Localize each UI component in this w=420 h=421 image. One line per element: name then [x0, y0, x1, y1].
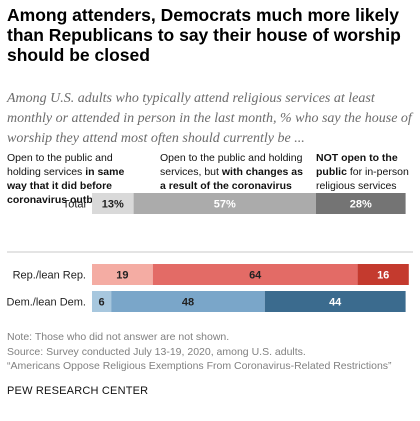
data-label-total-0: 13%: [102, 199, 124, 211]
bar-segment-total-2: [316, 193, 406, 214]
note-text: Note: Those who did not answer are not s…: [7, 331, 230, 343]
category-header-not-open: NOT open to the public for in-person rel…: [316, 152, 409, 192]
category-header-same-way: Open to the public and holding services …: [7, 152, 125, 206]
data-label-rep-lean-rep-1: 64: [249, 270, 262, 282]
stacked-bar-chart: Total 13% 57% 28% Rep./lean Rep. 19 64 16 Dem./l…: [7, 193, 413, 312]
source-text: Source: Survey conducted July 13-19, 202…: [7, 345, 306, 358]
data-label-rep-lean-rep-2: 16: [377, 270, 389, 282]
category-header-with-changes: Open to the public and holding services,…: [160, 152, 303, 206]
bar-segment-rep-lean-rep-1: [152, 264, 358, 285]
data-label-total-2: 28%: [350, 199, 372, 211]
chart-subtitle: Among U.S. adults who typically attend r…: [7, 91, 412, 146]
bar-segment-total-0: [92, 193, 134, 214]
data-label-dem-lean-dem-1: 48: [182, 297, 194, 309]
bar-segment-dem-lean-dem-1: [111, 291, 265, 312]
data-label-total-1: 57%: [214, 199, 236, 211]
data-label-dem-lean-dem-2: 44: [329, 297, 342, 309]
bar-segment-dem-lean-dem-0: [92, 291, 112, 312]
data-label-dem-lean-dem-0: 6: [99, 297, 105, 309]
row-label-rep-lean-rep: Rep./lean Rep.: [13, 270, 86, 282]
bar-segment-rep-lean-rep-0: [92, 264, 153, 285]
row-label-total: Total: [63, 199, 86, 211]
bar-segment-dem-lean-dem-2: [264, 291, 406, 312]
chart-title: Among attenders, Democrats much more lik…: [7, 5, 401, 65]
bar-segment-rep-lean-rep-2: [357, 264, 409, 285]
report-title-text: “Americans Oppose Religious Exemptions F…: [7, 360, 392, 372]
bar-segment-total-1: [133, 193, 316, 214]
source-org-label: PEW RESEARCH CENTER: [7, 385, 149, 397]
row-label-dem-lean-dem: Dem./lean Dem.: [7, 297, 86, 309]
data-label-rep-lean-rep-0: 19: [116, 270, 128, 282]
chart-notes: Note: Those who did not answer are not s…: [7, 330, 417, 374]
